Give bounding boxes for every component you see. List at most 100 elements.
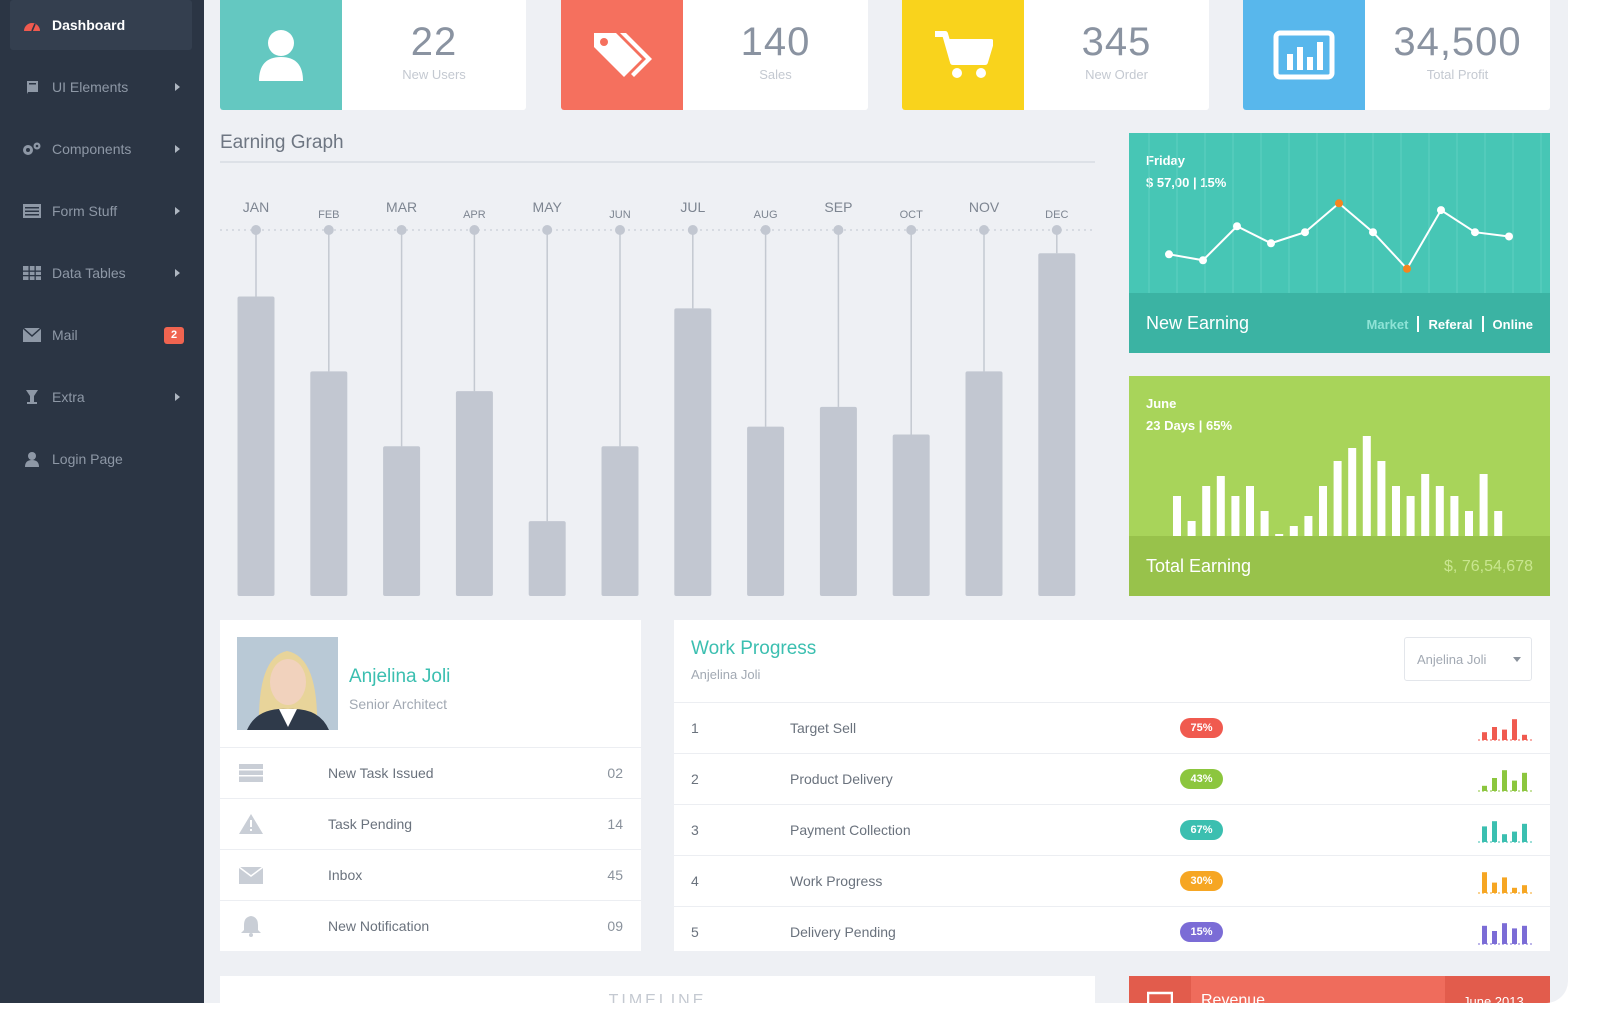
line-point (1301, 228, 1309, 237)
sidebar-item-data-tables[interactable]: Data Tables (10, 248, 192, 298)
row-task: Payment Collection (790, 822, 911, 838)
profile-row-value: 45 (607, 867, 623, 883)
sidebar-item-login-page[interactable]: Login Page (10, 434, 192, 484)
x-tick-label: JUN (609, 209, 630, 221)
profile-row-notification[interactable]: New Notification 09 (220, 900, 641, 951)
bar-dot (1051, 225, 1062, 235)
bar-dot (760, 225, 771, 235)
earning-bar (1435, 486, 1444, 536)
sidebar-item-form-stuff[interactable]: Form Stuff (10, 186, 192, 236)
earning-bar (1377, 461, 1386, 536)
line-point (1505, 232, 1513, 241)
percent-badge: 15% (1180, 922, 1223, 942)
bar-dot (615, 225, 625, 235)
line-point (1471, 228, 1479, 237)
earning-bar (1216, 476, 1225, 536)
total-earning-amount: $, 76,54,678 (1444, 558, 1533, 575)
new-earning-line-chart (1148, 133, 1542, 293)
sidebar-item-mail[interactable]: Mail 2 (10, 310, 192, 360)
stat-value: 140 (740, 20, 811, 64)
table-row[interactable]: 5 Delivery Pending 15% (674, 906, 1550, 957)
form-icon (22, 203, 42, 219)
stat-tile (902, 0, 1024, 110)
chevron-down-icon (1513, 656, 1521, 662)
stat-tile (1243, 0, 1365, 110)
bar (747, 426, 785, 596)
profile-row-task-pending[interactable]: Task Pending 14 (220, 798, 641, 849)
sparkline-bar (1482, 826, 1487, 842)
earning-bar (1479, 474, 1488, 536)
total-earning-title: Total Earning (1146, 556, 1252, 576)
stat-card-total-profit[interactable]: 34,500 Total Profit (1243, 0, 1550, 110)
sparkline (1478, 821, 1534, 843)
assignee-select[interactable]: Anjelina Joli (1404, 637, 1532, 681)
bell-icon (236, 915, 266, 937)
sparkline-bar (1502, 877, 1507, 893)
sparkline-bar (1482, 732, 1487, 740)
profile-row-new-task[interactable]: New Task Issued 02 (220, 747, 641, 798)
sparkline-bar (1522, 885, 1527, 893)
earning-bar (1231, 496, 1240, 536)
x-tick-label: SEP (824, 199, 852, 215)
bar (892, 434, 930, 596)
profile-row-value: 09 (607, 918, 623, 934)
earning-bar (1421, 474, 1430, 536)
dashboard-icon (22, 17, 42, 33)
user-icon (22, 451, 42, 467)
sparkline-bar (1522, 925, 1527, 944)
sparkline-bar (1512, 831, 1517, 842)
sidebar-item-label: Form Stuff (52, 203, 118, 219)
bar-dot (542, 225, 553, 235)
table-row[interactable]: 2 Product Delivery 43% (674, 753, 1550, 804)
gears-icon (22, 141, 42, 157)
sidebar-item-extra[interactable]: Extra (10, 372, 192, 422)
revenue-icon-tile (1129, 976, 1191, 1003)
profile-row-inbox[interactable]: Inbox 45 (220, 849, 641, 900)
new-earning-widget: Friday $ 57,00 | 15% New Earning Market … (1129, 133, 1550, 353)
mail-count-badge: 2 (164, 326, 184, 344)
earning-bar (1246, 486, 1254, 536)
bar-chart-icon (1273, 30, 1335, 80)
new-earning-title: New Earning (1146, 313, 1250, 333)
earning-bar (1362, 436, 1371, 536)
tab-market[interactable]: Market (1366, 316, 1409, 332)
row-index: 4 (691, 873, 699, 889)
sidebar-item-label: UI Elements (52, 79, 129, 95)
sparkline (1478, 770, 1534, 792)
sparkline-bar (1512, 719, 1517, 740)
work-progress-card: Work Progress Anjelina Joli Anjelina Jol… (674, 620, 1550, 951)
earning-bar (1275, 534, 1284, 536)
revenue-title: Revenue (1201, 992, 1266, 1003)
table-row[interactable]: 3 Payment Collection 67% (674, 804, 1550, 855)
sidebar-item-ui-elements[interactable]: UI Elements (10, 62, 192, 112)
profile-row-label: Inbox (328, 867, 363, 883)
sparkline-bar (1482, 925, 1487, 944)
tab-online[interactable]: Online (1492, 316, 1533, 332)
row-index: 5 (691, 924, 699, 940)
tab-referal[interactable]: Referal (1428, 316, 1473, 332)
table-row[interactable]: 1 Target Sell 75% (674, 702, 1550, 753)
mail-icon (22, 327, 42, 343)
new-earning-tabs: Market Referal Online (1367, 316, 1533, 332)
earning-bar (1289, 526, 1298, 536)
stat-card-new-order[interactable]: 345 New Order (902, 0, 1209, 110)
table-row[interactable]: 4 Work Progress 30% (674, 855, 1550, 906)
sparkline (1478, 872, 1534, 894)
trophy-icon (22, 389, 42, 405)
stat-label: Total Profit (1426, 67, 1489, 82)
row-task: Work Progress (790, 873, 883, 889)
stat-card-new-users[interactable]: 22 New Users (220, 0, 526, 110)
sparkline-bar (1492, 727, 1497, 740)
sidebar-item-dashboard[interactable]: Dashboard (10, 0, 192, 50)
x-tick-label: MAY (533, 199, 563, 215)
user-icon (259, 30, 303, 81)
earning-bar (1202, 486, 1211, 536)
sidebar-item-components[interactable]: Components (10, 124, 192, 174)
tab-separator (1481, 316, 1484, 332)
earning-bar (1406, 496, 1415, 536)
total-earning-footer: Total Earning $, 76,54,678 (1129, 536, 1550, 596)
stat-card-sales[interactable]: 140 Sales (561, 0, 868, 110)
total-earning-bar-chart (1173, 436, 1503, 536)
row-task: Delivery Pending (790, 924, 896, 940)
row-index: 2 (691, 771, 699, 787)
